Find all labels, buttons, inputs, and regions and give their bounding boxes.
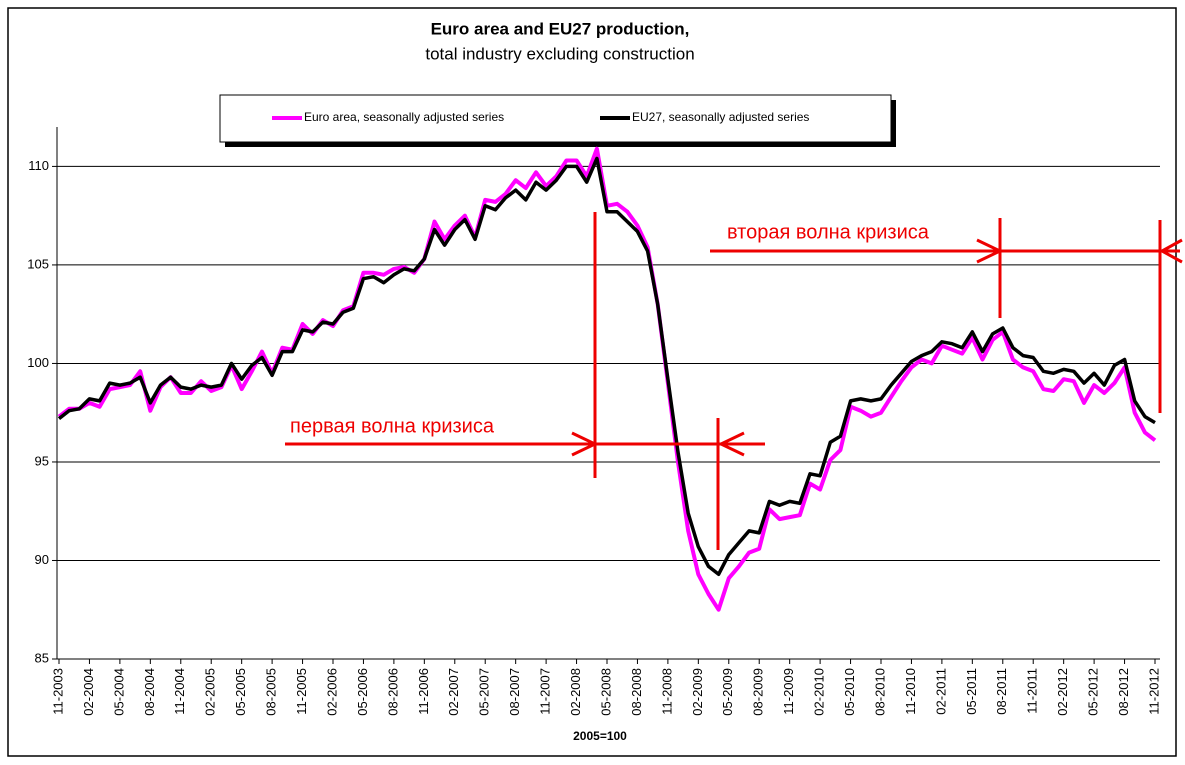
x-tick-label: 11-2009: [781, 668, 796, 715]
x-tick-label: 05-2007: [477, 668, 492, 716]
x-tick-label: 02-2006: [324, 668, 339, 716]
y-tick-label: 90: [35, 552, 49, 567]
x-tick-label: 05-2006: [355, 668, 370, 716]
x-tick-label: 11-2004: [172, 668, 187, 715]
arrow-head: [571, 431, 599, 457]
x-tick-label: 02-2008: [568, 668, 583, 716]
x-tick-label: 08-2009: [751, 668, 766, 716]
x-tick-label: 02-2005: [203, 668, 218, 716]
x-tick-label: 02-2007: [446, 668, 461, 716]
x-tick-label: 08-2011: [994, 668, 1009, 715]
x-tick-label: 11-2010: [903, 668, 918, 715]
x-axis-label: 2005=100: [573, 729, 627, 743]
x-tick-label: 08-2008: [629, 668, 644, 716]
x-tick-label: 11-2003: [50, 668, 65, 715]
annotation: первая волна кризиса: [290, 415, 495, 437]
x-tick-label: 05-2004: [111, 668, 126, 716]
annotations: первая волна кризиса вторая волна кризис…: [285, 212, 1183, 550]
x-tick-label: 02-2009: [690, 668, 705, 716]
x-tick-label: 02-2012: [1055, 668, 1070, 716]
legend-label: Euro area, seasonally adjusted series: [304, 110, 504, 124]
x-tick-label: 11-2011: [1025, 668, 1040, 714]
x-tick-label: 08-2007: [507, 668, 522, 716]
legend: Euro area, seasonally adjusted series EU2…: [219, 94, 896, 147]
x-tick-label: 05-2010: [842, 668, 857, 716]
annotation: вторая волна кризиса: [727, 221, 930, 243]
x-tick-label: 05-2012: [1086, 668, 1101, 716]
y-tick-label: 95: [35, 453, 49, 468]
x-tick-label: 05-2009: [720, 668, 735, 716]
x-tick-label: 11-2007: [538, 668, 553, 715]
y-tick-label: 85: [35, 650, 49, 665]
arrow-head: [1158, 238, 1183, 264]
x-tick-label: 02-2011: [933, 668, 948, 715]
chart-subtitle: total industry excluding construction: [425, 44, 694, 63]
arrow-head: [717, 431, 745, 457]
x-tick-label: 08-2012: [1116, 668, 1131, 716]
x-tick-label: 05-2011: [964, 668, 979, 715]
legend-box: [219, 94, 892, 143]
x-tick-label: 05-2008: [598, 668, 613, 716]
legend-label: EU27, seasonally adjusted series: [632, 110, 809, 124]
chart-title: Euro area and EU27 production,: [431, 19, 690, 38]
y-tick-label: 105: [27, 256, 49, 271]
y-tick-label: 110: [28, 158, 49, 173]
x-tick-label: 11-2006: [416, 668, 431, 715]
series-line: [57, 156, 1156, 577]
x-tick-label: 08-2004: [142, 668, 157, 716]
x-tick-label: 05-2005: [233, 668, 248, 716]
y-tick-label: 100: [27, 355, 49, 370]
x-tick-label: 11-2008: [659, 668, 674, 715]
x-tick-label: 02-2010: [812, 668, 827, 716]
x-tick-label: 11-2005: [294, 668, 309, 715]
x-tick-label: 02-2004: [81, 668, 96, 716]
x-tick-label: 08-2006: [385, 668, 400, 716]
arrow-head: [976, 238, 1004, 264]
x-tick-label: 11-2012: [1146, 668, 1161, 715]
x-tick-label: 08-2005: [264, 668, 279, 716]
x-tick-label: 08-2010: [872, 668, 887, 716]
